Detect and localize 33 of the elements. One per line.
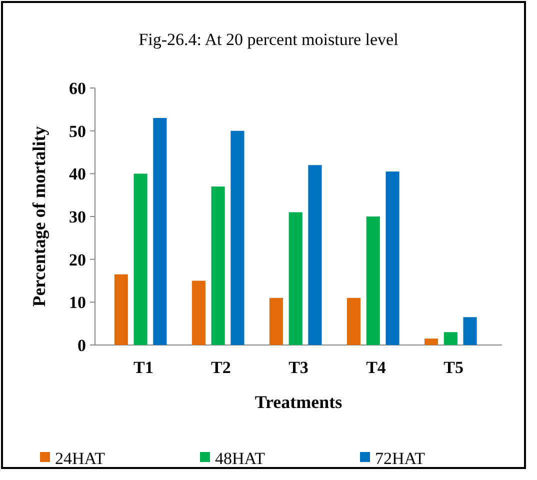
legend-label: 72HAT (375, 448, 426, 468)
x-axis-title: Treatments (254, 392, 342, 412)
x-tick-label: T5 (444, 358, 464, 377)
bar (463, 317, 477, 345)
bar (192, 280, 206, 345)
y-tick-label: 50 (69, 122, 86, 141)
y-tick-label: 20 (69, 250, 86, 270)
bar (211, 186, 225, 345)
x-tick-label: T3 (288, 358, 308, 377)
y-tick-label: 60 (69, 78, 86, 98)
bar (134, 174, 148, 345)
bar (444, 332, 458, 345)
x-tick-label: T2 (211, 358, 231, 377)
bar (346, 298, 361, 345)
x-tick-label: T1 (134, 358, 154, 377)
bar (308, 165, 322, 345)
y-tick-label: 0 (78, 336, 86, 355)
legend-label: 24HAT (55, 448, 106, 468)
legend-label: 48HAT (215, 448, 266, 468)
y-tick-label: 30 (69, 207, 86, 226)
bar (153, 118, 167, 345)
bar (288, 212, 302, 345)
bar (424, 338, 438, 345)
y-axis-title: Percentage of mortality (29, 126, 49, 307)
chart-title: Fig-26.4: At 20 percent moisture level (138, 30, 399, 49)
bar (269, 298, 283, 345)
bar (386, 172, 400, 345)
x-tick-label: T4 (366, 358, 386, 377)
y-tick-label: 10 (69, 293, 86, 312)
y-tick-label: 40 (69, 164, 86, 184)
bar (366, 216, 380, 345)
bar (230, 130, 244, 345)
bar (114, 274, 128, 345)
